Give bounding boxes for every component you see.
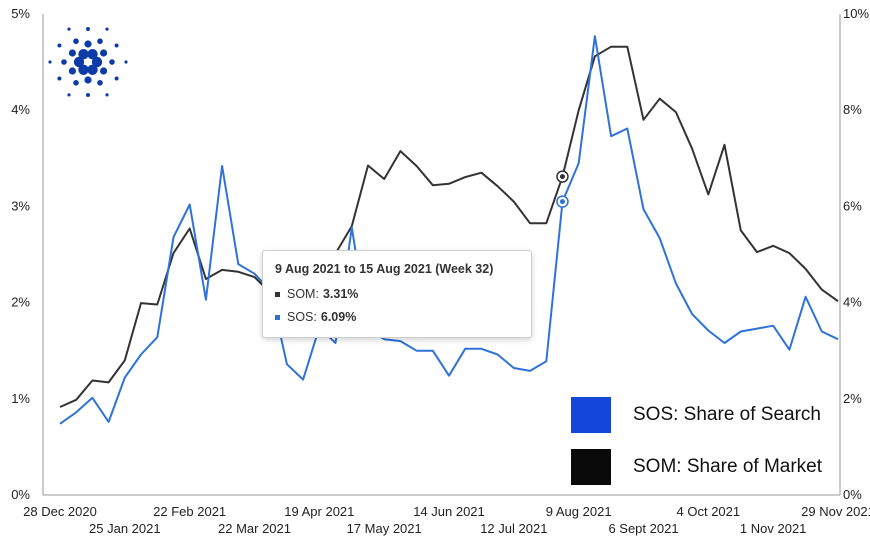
- chart-axes: 0% 1% 2% 3% 4% 5% 0% 2% 4% 6% 8% 10% 28 Dec 2020 22 F…: [11, 6, 870, 536]
- cardano-logo-icon: [48, 27, 128, 97]
- logo-dot: [68, 67, 77, 75]
- logo-dot: [57, 43, 62, 48]
- y-right-tick-label: 10%: [843, 6, 869, 21]
- logo-dot: [109, 59, 115, 65]
- x-tick-label: 29 Nov 2021: [801, 504, 870, 519]
- y-left-tick-label: 4%: [11, 102, 30, 117]
- y-right-tick-label: 2%: [843, 391, 862, 406]
- x-tick-label: 14 Jun 2021: [413, 504, 485, 519]
- logo-dot: [114, 43, 119, 48]
- y-right-tick-label: 6%: [843, 198, 862, 213]
- x-tick-label: 22 Feb 2021: [153, 504, 226, 519]
- chart-tooltip: 9 Aug 2021 to 15 Aug 2021 (Week 32) SOM:…: [262, 250, 532, 338]
- x-tick-label: 6 Sept 2021: [608, 521, 678, 536]
- logo-dot: [73, 79, 79, 86]
- logo-dot: [73, 56, 85, 68]
- chart-highlight-marks: [556, 170, 569, 208]
- logo-dot: [97, 38, 103, 45]
- x-tick-label: 19 Apr 2021: [284, 504, 354, 519]
- logo-dot: [78, 49, 89, 60]
- tooltip-som-value: 3.31%: [322, 287, 359, 301]
- logo-dot: [87, 64, 98, 75]
- logo-dot: [86, 27, 90, 31]
- x-tick-label: 22 Mar 2021: [218, 521, 291, 536]
- logo-dot: [67, 93, 71, 97]
- y-right-tick-label: 4%: [843, 295, 862, 310]
- y-left-tick-label: 0%: [11, 487, 30, 502]
- logo-dot: [78, 64, 89, 75]
- logo-dot: [84, 40, 92, 48]
- chart-series: [59, 35, 839, 425]
- tooltip-row-som: SOM: 3.31%: [275, 287, 519, 301]
- x-tick-label: 28 Dec 2020: [23, 504, 97, 519]
- y-left-tick-label: 5%: [11, 6, 30, 21]
- som-dot-icon: [275, 291, 280, 297]
- legend-label-som: SOM: Share of Market: [633, 456, 823, 477]
- x-tick-label: 25 Jan 2021: [89, 521, 161, 536]
- x-tick-label: 17 May 2021: [347, 521, 422, 536]
- x-tick-label: 9 Aug 2021: [546, 504, 612, 519]
- y-right-tick-label: 8%: [843, 102, 862, 117]
- tooltip-som-label: SOM:: [287, 287, 319, 301]
- logo-dot: [48, 60, 52, 64]
- x-tick-label: 4 Oct 2021: [677, 504, 741, 519]
- tooltip-row-sos: SOS: 6.09%: [275, 310, 519, 324]
- x-tick-label: 1 Nov 2021: [740, 521, 807, 536]
- highlight-point-som-core: [559, 174, 565, 180]
- logo-dot: [105, 93, 109, 97]
- logo-dot: [99, 67, 108, 75]
- logo-dot: [84, 76, 92, 84]
- legend-swatch-sos: [571, 397, 611, 433]
- logo-dot: [91, 56, 103, 68]
- logo-dot: [67, 27, 71, 31]
- tooltip-title: 9 Aug 2021 to 15 Aug 2021 (Week 32): [275, 262, 494, 276]
- logo-dot: [57, 76, 62, 81]
- legend-label-sos: SOS: Share of Search: [633, 404, 821, 425]
- logo-dot: [114, 76, 119, 81]
- logo-dot: [87, 49, 98, 60]
- chart-legend: SOS: Share of Search SOM: Share of Marke…: [571, 395, 822, 499]
- highlight-point-sos-core: [559, 199, 565, 205]
- y-left-tick-label: 2%: [11, 295, 30, 310]
- logo-dot: [61, 59, 67, 65]
- legend-item-som[interactable]: SOM: Share of Market: [571, 447, 822, 487]
- y-right-tick-label: 0%: [843, 487, 862, 502]
- logo-dot: [97, 79, 103, 86]
- logo-dot: [86, 93, 90, 97]
- logo-dot: [124, 60, 128, 64]
- y-left-tick-label: 3%: [11, 198, 30, 213]
- tooltip-sos-label: SOS:: [287, 310, 317, 324]
- logo-dot: [105, 27, 109, 31]
- x-tick-label: 12 Jul 2021: [480, 521, 547, 536]
- logo-dot: [68, 49, 77, 57]
- legend-item-sos[interactable]: SOS: Share of Search: [571, 395, 822, 435]
- y-left-tick-label: 1%: [11, 391, 30, 406]
- series-line-som: [59, 45, 839, 408]
- sos-dot-icon: [275, 314, 280, 320]
- legend-swatch-som: [571, 449, 611, 485]
- logo-dot: [99, 49, 108, 57]
- tooltip-sos-value: 6.09%: [320, 310, 357, 324]
- logo-dot: [73, 38, 79, 45]
- series-line-sos: [59, 35, 839, 425]
